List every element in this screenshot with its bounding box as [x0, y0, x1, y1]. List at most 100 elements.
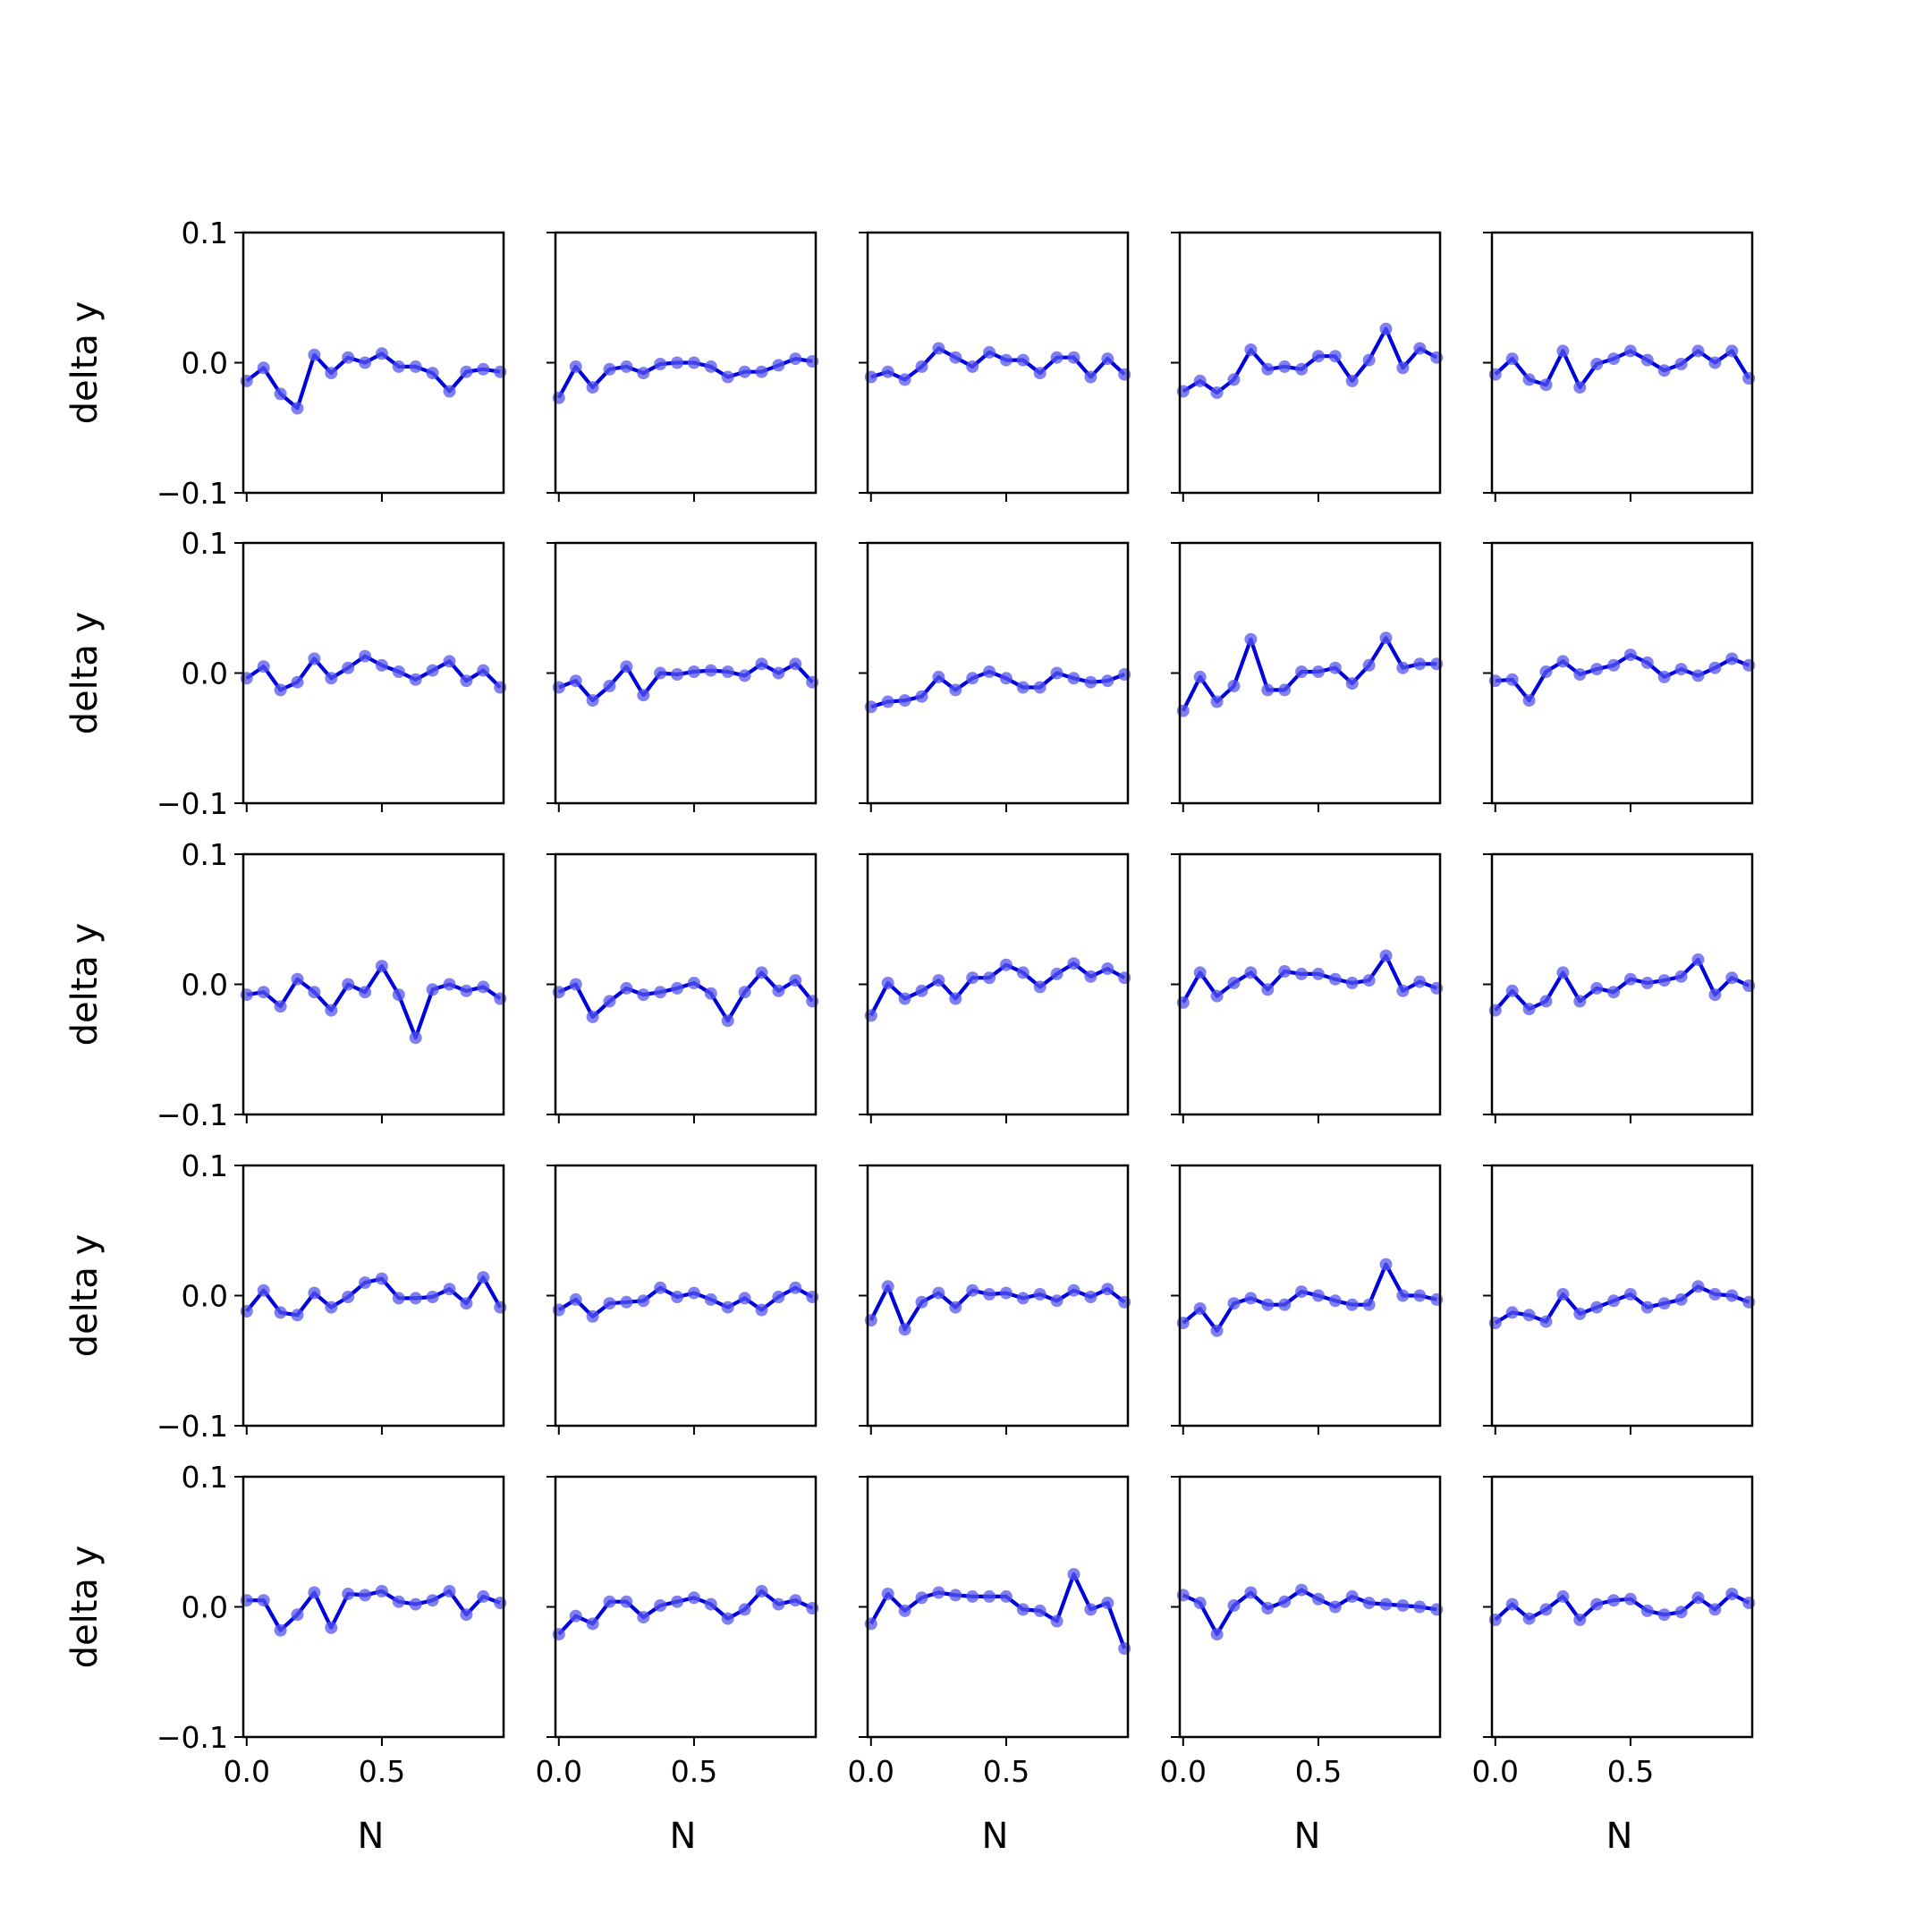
- x-tick-label: 0.0: [1160, 1754, 1207, 1789]
- data-point: [1725, 652, 1739, 665]
- data-point: [671, 1291, 684, 1303]
- y-tick-label: 0.0: [182, 968, 228, 1003]
- subplot-r0-c2: [859, 231, 1131, 502]
- data-point: [603, 362, 616, 376]
- data-point: [1244, 966, 1258, 979]
- data-point: [915, 984, 928, 997]
- data-point: [721, 370, 734, 384]
- data-point: [308, 1586, 321, 1599]
- data-point: [460, 984, 473, 997]
- data-point: [1033, 1288, 1046, 1301]
- data-point: [772, 1597, 785, 1611]
- data-point: [1396, 1599, 1410, 1612]
- data-point: [569, 978, 582, 991]
- data-point: [1033, 980, 1046, 994]
- series-line: [870, 346, 1126, 382]
- y-tick-label: 0.1: [182, 216, 228, 250]
- data-point: [1362, 353, 1376, 367]
- data-point: [1522, 1612, 1536, 1625]
- data-point: [1413, 975, 1427, 988]
- data-point: [966, 1284, 979, 1297]
- series-line: [245, 1275, 503, 1318]
- data-point: [704, 360, 717, 373]
- data-point: [1278, 965, 1292, 978]
- data-point: [1311, 1592, 1325, 1606]
- data-point: [443, 655, 456, 668]
- data-point: [1725, 1289, 1739, 1302]
- data-point: [569, 1292, 582, 1306]
- data-point: [1573, 1307, 1587, 1320]
- y-axis-label: delta y: [64, 923, 106, 1046]
- data-point: [1328, 661, 1342, 674]
- data-point: [1227, 977, 1241, 989]
- data-point: [637, 1294, 650, 1308]
- data-point: [915, 1295, 928, 1309]
- data-point: [603, 680, 616, 692]
- data-point: [1278, 360, 1292, 373]
- data-point: [654, 666, 667, 680]
- data-point: [359, 1589, 372, 1602]
- data-point: [915, 690, 928, 703]
- data-point: [687, 356, 700, 369]
- data-point: [1708, 1288, 1722, 1301]
- data-point: [1725, 1588, 1739, 1600]
- data-point: [898, 694, 911, 708]
- data-point: [392, 1595, 405, 1608]
- data-point: [392, 988, 405, 1002]
- series-line: [1182, 1262, 1437, 1333]
- data-point: [1193, 966, 1207, 979]
- data-point: [274, 1000, 287, 1013]
- data-point: [915, 360, 928, 373]
- data-point: [620, 1295, 633, 1309]
- data-point: [1067, 957, 1080, 970]
- data-point: [1413, 657, 1427, 671]
- data-point: [1295, 1583, 1309, 1597]
- data-point: [932, 342, 945, 355]
- data-point: [1640, 977, 1654, 989]
- data-point: [1379, 322, 1393, 335]
- data-point: [1607, 352, 1621, 366]
- data-point: [1379, 631, 1393, 645]
- data-point: [1050, 967, 1063, 980]
- data-point: [1674, 970, 1688, 983]
- x-tick-label: 0.5: [1607, 1754, 1654, 1789]
- data-point: [1261, 1602, 1275, 1614]
- data-point: [1261, 983, 1275, 996]
- data-point: [409, 1031, 422, 1045]
- data-point: [983, 665, 996, 678]
- data-point: [1278, 683, 1292, 697]
- data-point: [1379, 1258, 1393, 1271]
- subplot-r1-c4: [1483, 541, 1756, 812]
- data-point: [1640, 353, 1654, 367]
- data-point: [477, 980, 490, 994]
- data-point: [1193, 670, 1207, 683]
- data-point: [1244, 1292, 1258, 1305]
- data-point: [603, 995, 616, 1008]
- data-point: [1210, 1324, 1224, 1337]
- y-tick-label: −0.1: [157, 476, 228, 511]
- data-point: [291, 675, 304, 689]
- data-point: [637, 367, 650, 380]
- data-point: [1210, 386, 1224, 399]
- subplot-r0-c1: [547, 231, 819, 502]
- data-point: [932, 1286, 945, 1300]
- data-point: [308, 986, 321, 999]
- data-point: [1050, 1614, 1063, 1628]
- data-point: [1362, 974, 1376, 987]
- data-point: [1345, 1298, 1359, 1311]
- data-point: [1674, 1606, 1688, 1619]
- data-point: [999, 672, 1013, 685]
- data-point: [325, 367, 338, 380]
- data-point: [966, 672, 979, 685]
- series-line: [556, 357, 813, 399]
- series-line: [869, 1572, 1127, 1649]
- data-point: [1345, 374, 1359, 387]
- data-point: [881, 977, 894, 989]
- data-point: [1413, 1289, 1427, 1302]
- series-line: [870, 669, 1125, 709]
- data-point: [1590, 1301, 1604, 1314]
- data-point: [1396, 361, 1410, 375]
- data-point: [1379, 949, 1393, 962]
- data-point: [1640, 656, 1654, 669]
- data-point: [687, 977, 700, 989]
